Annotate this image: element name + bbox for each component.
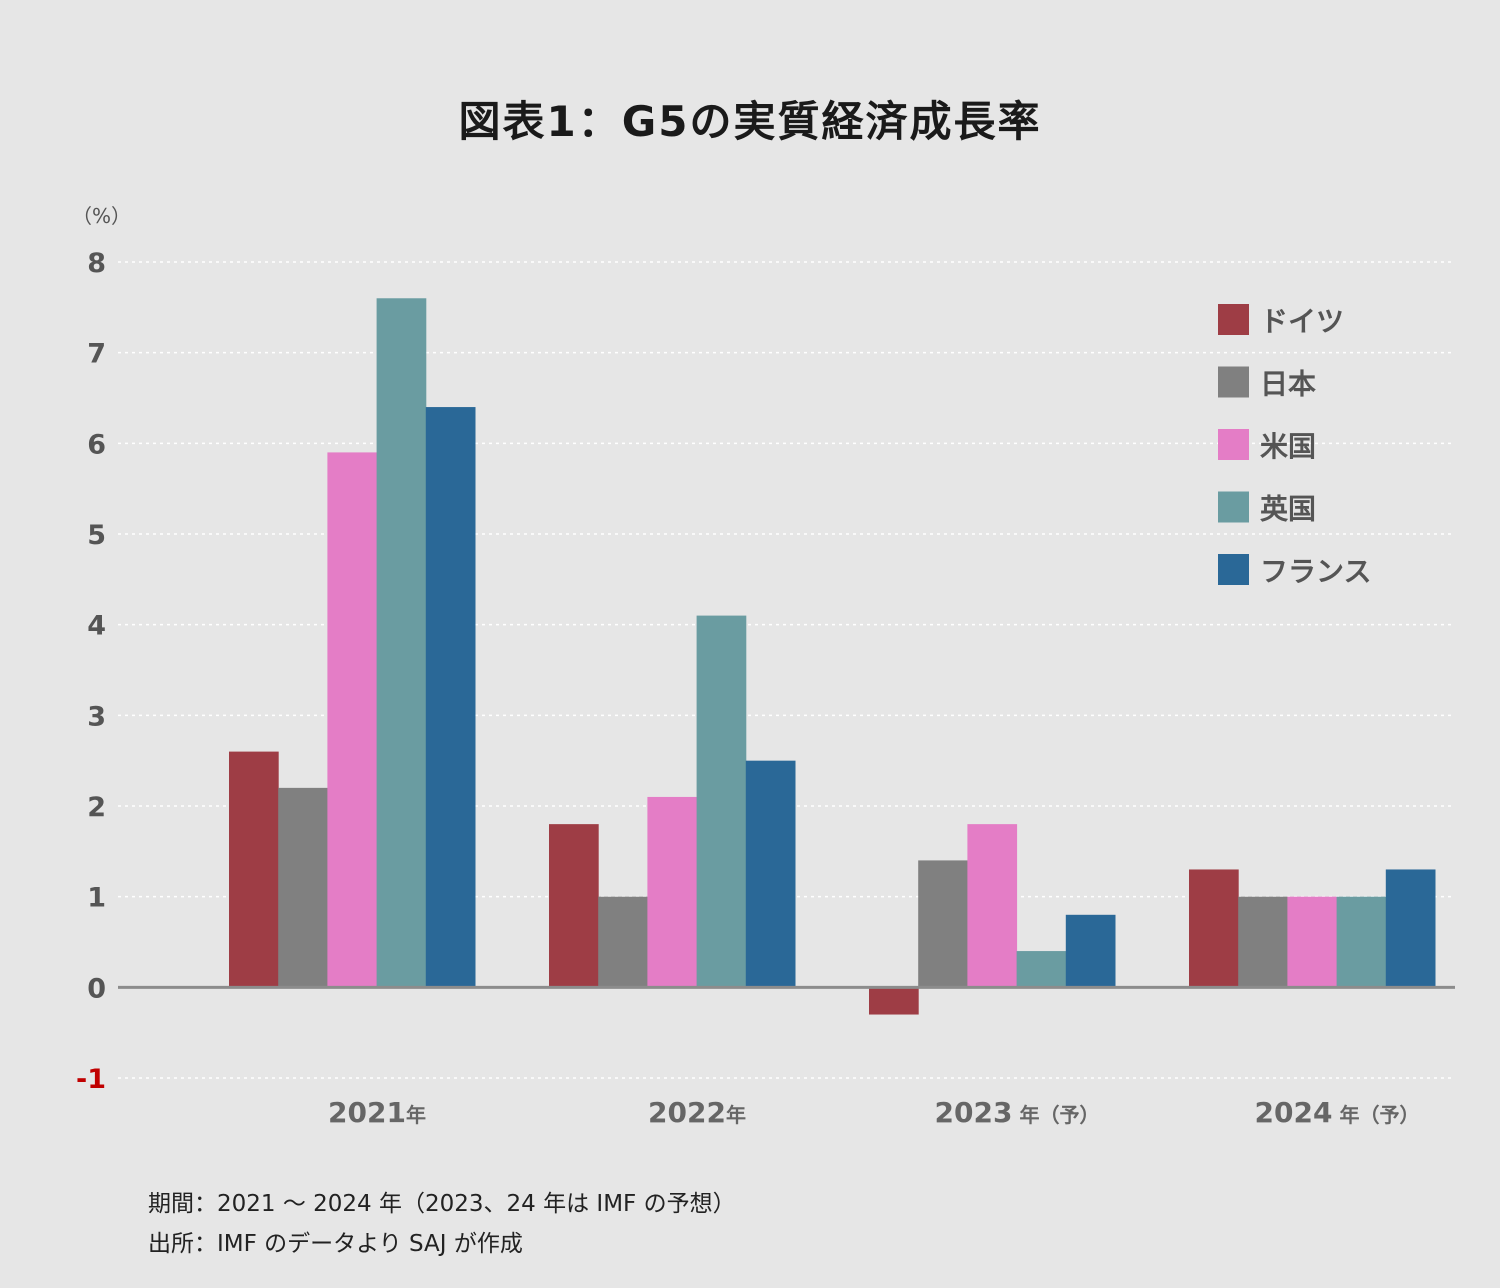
legend-label: ドイツ — [1260, 305, 1344, 338]
y-tick-label: 7 — [87, 339, 106, 370]
y-tick-label: 0 — [87, 973, 106, 1004]
legend-label: 日本 — [1260, 368, 1316, 401]
footnote-source: 出所：IMF のデータより SAJ が作成 — [148, 1231, 523, 1257]
bar — [327, 452, 378, 988]
legend-swatch — [1218, 491, 1249, 523]
bar — [1016, 951, 1067, 988]
bars — [229, 298, 1436, 1015]
bar — [1238, 896, 1288, 988]
y-tick-label: 1 — [87, 883, 106, 914]
x-tick-label: 2022年 — [648, 1096, 746, 1129]
x-tick-label: 2023 年（予） — [935, 1096, 1100, 1129]
y-tick-label: -1 — [76, 1064, 106, 1095]
bar — [967, 824, 1018, 988]
x-axis-ticks: 2021年 2022年 2023 年（予） 2024 年（予） — [328, 1096, 1419, 1129]
legend-swatch — [1218, 429, 1249, 460]
legend-swatch — [1218, 554, 1249, 585]
y-tick-label: 6 — [87, 429, 106, 460]
y-tick-label: 2 — [87, 792, 106, 823]
legend-swatch — [1218, 304, 1249, 335]
bar — [1287, 896, 1338, 988]
y-tick-label: 8 — [87, 248, 106, 279]
bar — [1385, 869, 1436, 988]
footnote-period: 期間：2021 〜 2024 年（2023、24 年は IMF の予想） — [148, 1191, 736, 1217]
bar — [1189, 869, 1239, 988]
legend-swatch — [1218, 366, 1249, 398]
bar — [598, 896, 648, 988]
y-tick-label: 4 — [87, 611, 106, 642]
bar — [229, 751, 279, 988]
bar-chart: 8 7 6 5 4 3 2 1 0 -1 2021年 2022年 2023 年（予） 2024 年（予）… — [72, 204, 1455, 1129]
x-tick-label: 2024 年（予） — [1255, 1096, 1420, 1129]
chart-title: 図表1：G5の実質経済成長率 — [458, 97, 1042, 146]
bar — [647, 796, 698, 988]
y-axis-unit: （%） — [72, 204, 131, 228]
bar — [376, 298, 427, 988]
bar — [696, 615, 747, 988]
footnotes: 期間：2021 〜 2024 年（2023、24 年は IMF の予想） 出所：… — [148, 1184, 736, 1264]
bar — [425, 407, 476, 988]
y-axis-ticks: 8 7 6 5 4 3 2 1 0 -1 — [76, 248, 106, 1095]
bar — [1065, 914, 1116, 988]
legend-label: 米国 — [1260, 430, 1316, 463]
legend-label: 英国 — [1260, 493, 1316, 526]
bar — [549, 824, 599, 988]
y-tick-label: 3 — [87, 701, 106, 732]
x-tick-label: 2021年 — [328, 1096, 426, 1129]
bar — [278, 787, 328, 988]
bar — [918, 860, 968, 988]
bar — [1336, 896, 1387, 988]
legend-label: フランス — [1260, 555, 1371, 588]
bar — [869, 987, 919, 1015]
y-tick-label: 5 — [87, 520, 106, 551]
bar — [745, 760, 796, 988]
